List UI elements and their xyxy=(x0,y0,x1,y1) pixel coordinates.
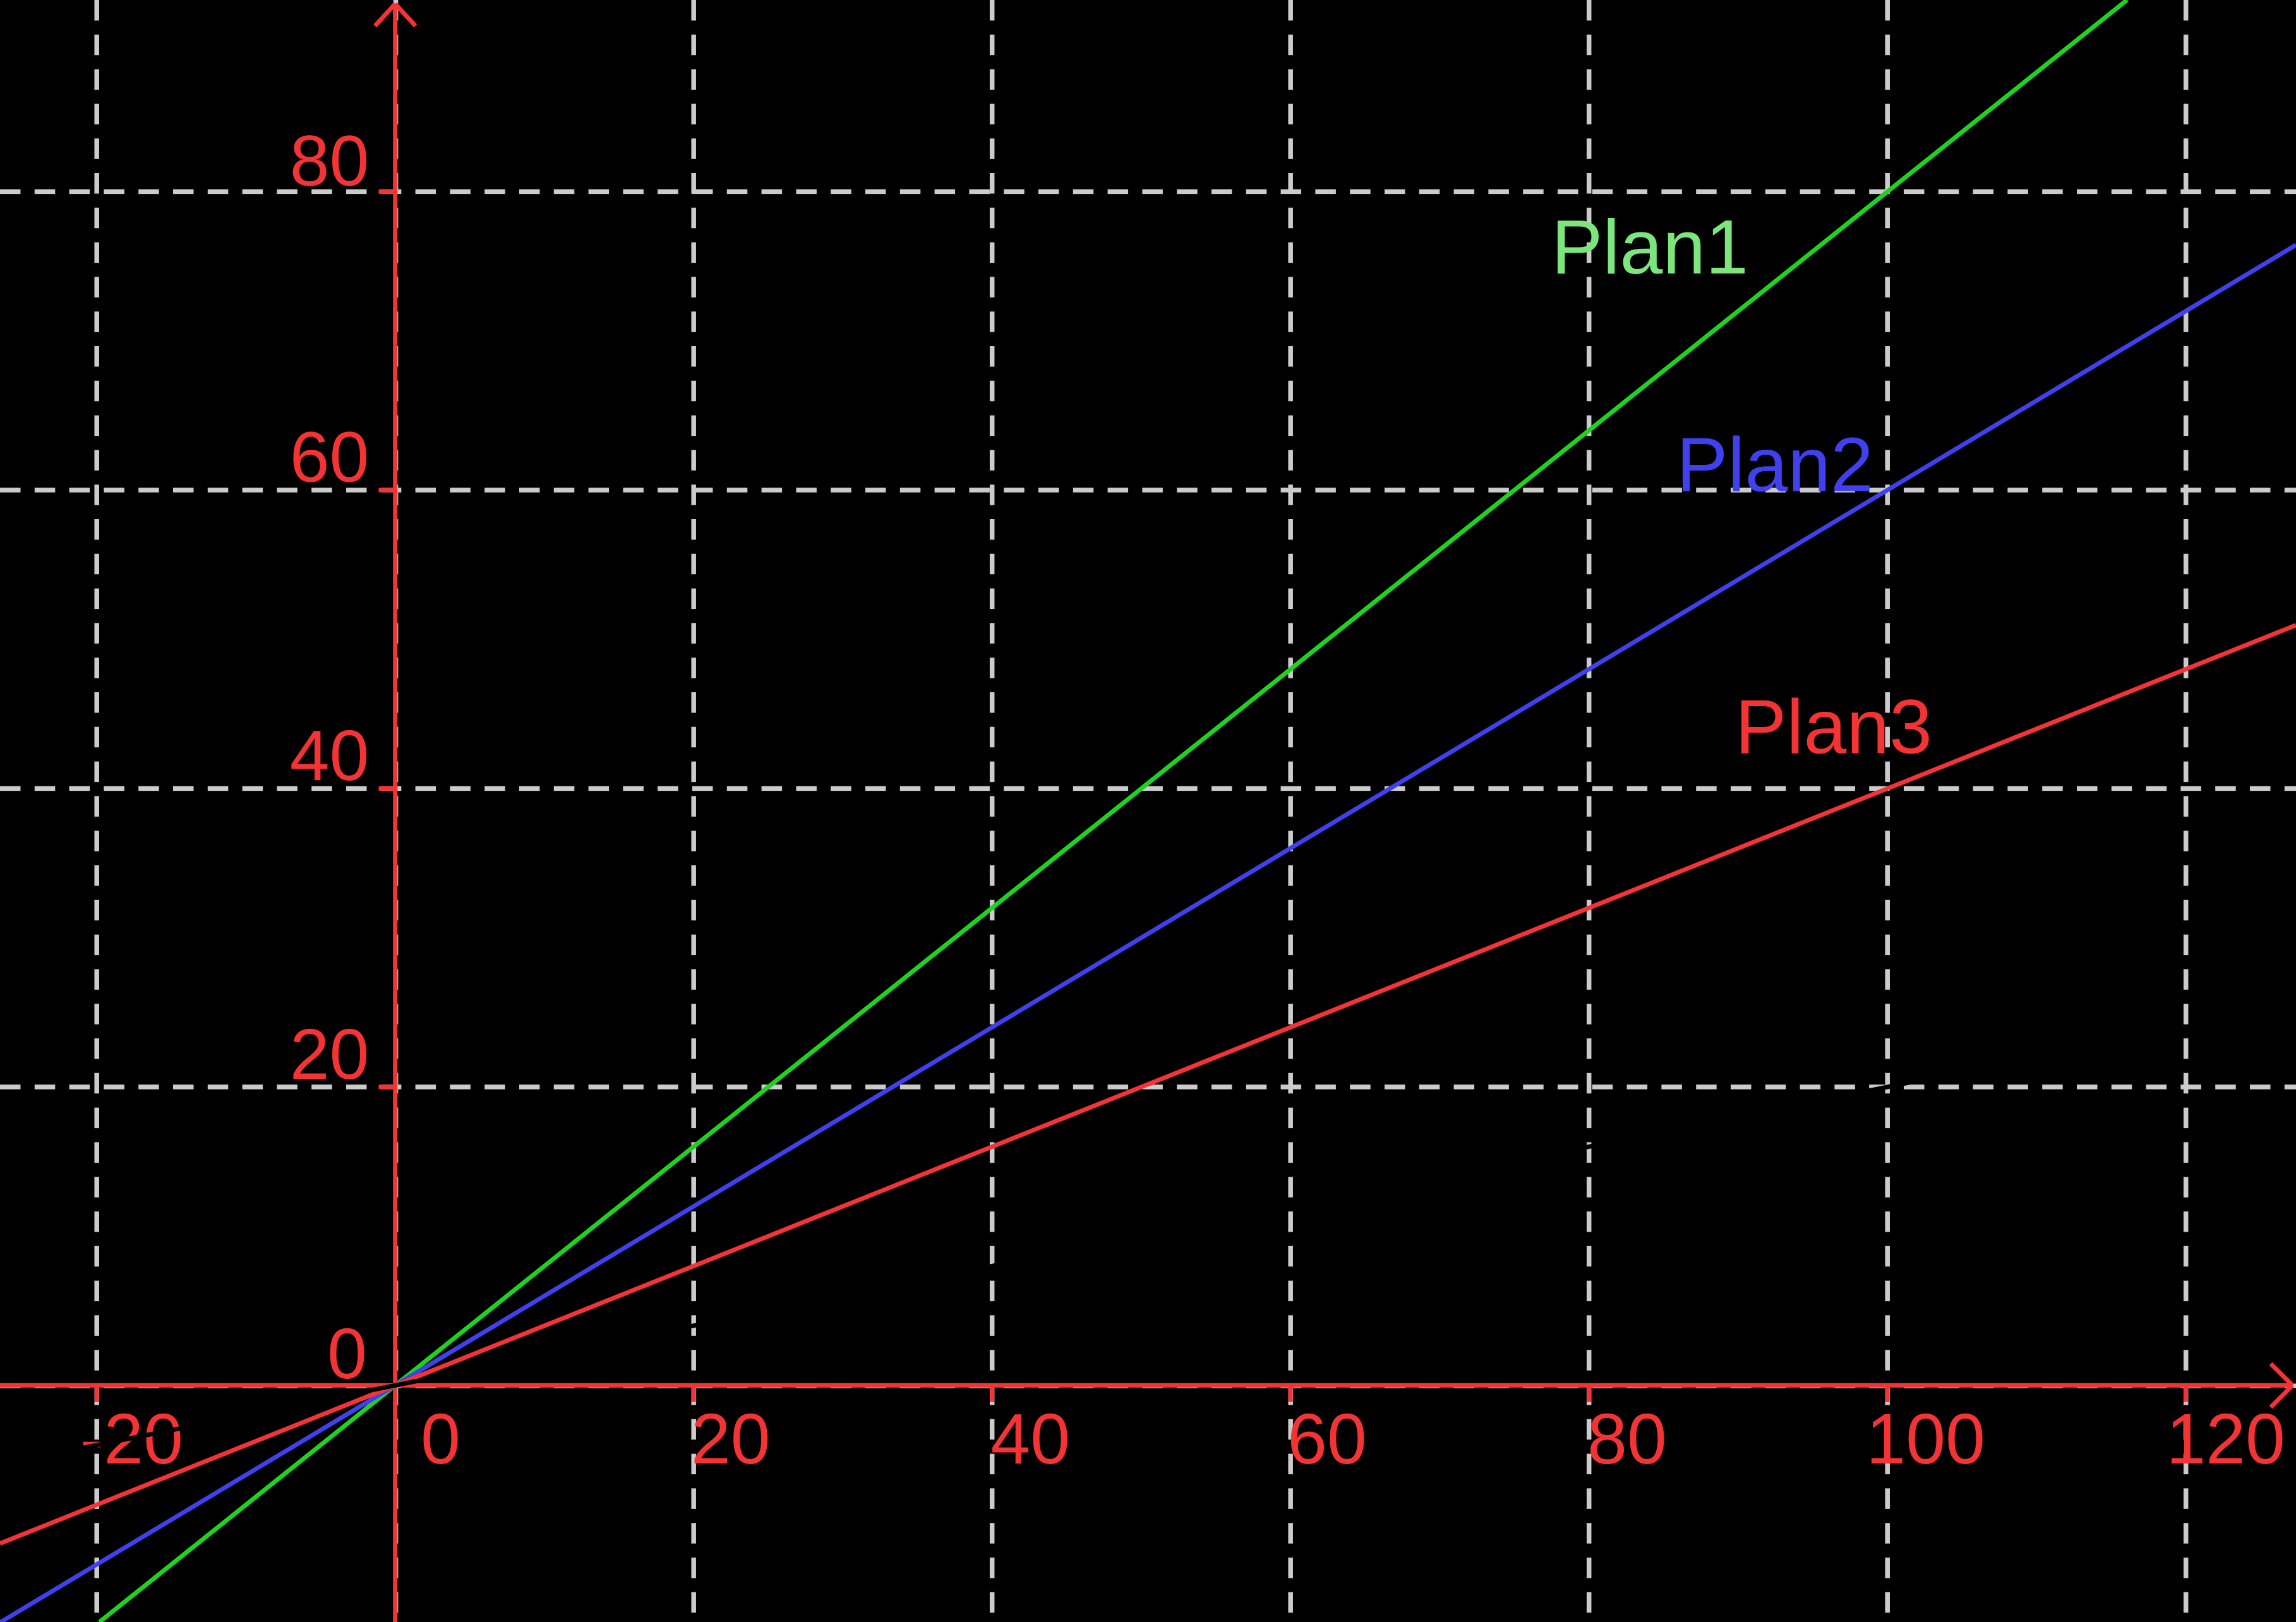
svg-text:60: 60 xyxy=(1287,1399,1367,1479)
svg-text:40: 40 xyxy=(290,716,370,795)
svg-text:80: 80 xyxy=(1587,1399,1667,1479)
svg-text:40: 40 xyxy=(990,1399,1070,1479)
svg-text:0: 0 xyxy=(327,1314,367,1393)
svg-text:0: 0 xyxy=(421,1399,460,1479)
svg-text:Plan1: Plan1 xyxy=(1551,204,1748,290)
svg-text:20: 20 xyxy=(290,1014,370,1094)
svg-text:120: 120 xyxy=(2166,1399,2285,1479)
svg-text:80: 80 xyxy=(290,121,370,201)
svg-text:Plan2: Plan2 xyxy=(1676,421,1873,507)
svg-text:Plan3: Plan3 xyxy=(1735,684,1932,770)
svg-text:60: 60 xyxy=(290,418,370,497)
svg-text:20: 20 xyxy=(691,1399,771,1479)
svg-text:100: 100 xyxy=(1866,1399,1985,1479)
